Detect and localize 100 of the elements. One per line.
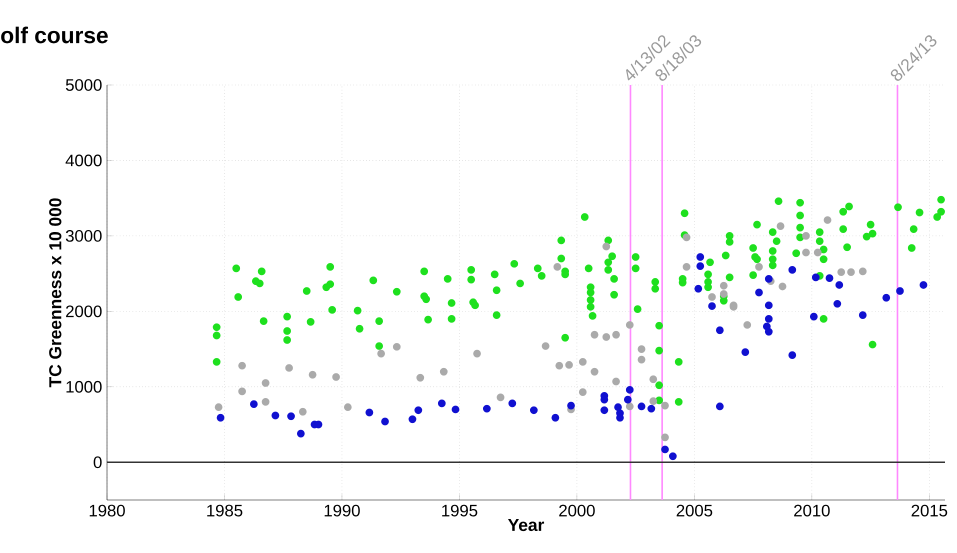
point	[332, 373, 340, 381]
point	[696, 253, 704, 261]
point	[858, 311, 867, 319]
x-tick-label: 2000	[559, 504, 595, 516]
point	[716, 326, 724, 334]
y-tick-label: 3000	[66, 230, 102, 242]
point	[552, 414, 560, 422]
point	[708, 302, 716, 310]
point	[216, 414, 224, 422]
point	[296, 430, 305, 438]
x-tick-label: 2010	[794, 504, 830, 516]
point	[287, 412, 295, 420]
point	[833, 300, 842, 308]
point	[638, 345, 646, 353]
point	[614, 403, 622, 412]
point	[638, 356, 646, 364]
point	[602, 242, 610, 250]
point	[308, 370, 316, 379]
point	[438, 400, 446, 408]
point	[214, 403, 222, 412]
x-tick-label: 2005	[676, 504, 712, 516]
x-tick-label: 2015	[912, 504, 948, 516]
point	[682, 234, 690, 242]
point	[649, 375, 658, 384]
point	[624, 396, 632, 404]
point	[250, 400, 258, 408]
x-tick-label: 1985	[207, 504, 242, 516]
point	[668, 452, 677, 460]
point	[626, 386, 634, 394]
point	[720, 282, 728, 290]
point	[578, 358, 587, 366]
y-tick-label: 4000	[66, 154, 102, 166]
point	[612, 330, 620, 339]
point	[708, 293, 716, 301]
point	[810, 312, 818, 321]
point	[473, 350, 481, 358]
x-axis-title: Year	[508, 518, 544, 532]
point	[578, 388, 587, 396]
point	[565, 361, 573, 369]
point	[638, 402, 646, 410]
y-tick-label: 1000	[66, 380, 102, 393]
point	[778, 282, 786, 290]
point	[496, 394, 504, 402]
point	[661, 402, 669, 410]
point	[555, 362, 564, 370]
point	[858, 267, 867, 276]
point	[612, 378, 620, 386]
point	[802, 232, 810, 240]
point	[824, 216, 832, 224]
point	[764, 275, 773, 283]
point	[682, 262, 690, 271]
point	[802, 248, 810, 256]
point	[661, 433, 669, 442]
point	[567, 402, 575, 410]
point	[440, 368, 448, 376]
point	[416, 374, 424, 382]
point	[743, 321, 752, 329]
point	[716, 402, 724, 410]
point	[600, 406, 608, 414]
point	[298, 408, 307, 416]
point	[590, 368, 598, 376]
point	[377, 350, 385, 358]
point	[414, 406, 422, 414]
point	[602, 333, 610, 341]
point	[553, 262, 562, 271]
point	[776, 222, 784, 230]
point	[482, 404, 491, 413]
point	[238, 362, 246, 370]
point	[508, 400, 516, 408]
point	[649, 397, 658, 406]
point	[238, 387, 246, 396]
point	[837, 268, 846, 276]
chart-title: olf course	[1, 26, 108, 44]
x-tick-label: 1990	[324, 504, 360, 516]
point	[920, 281, 928, 289]
point	[720, 290, 728, 298]
point	[896, 287, 904, 295]
point	[755, 288, 763, 296]
point	[626, 402, 634, 410]
point	[452, 406, 460, 414]
y-tick-label: 2000	[66, 305, 102, 318]
x-tick-label: 1995	[442, 504, 478, 516]
y-tick-label: 0	[94, 456, 102, 468]
point	[530, 406, 538, 414]
point	[764, 328, 773, 336]
point	[262, 379, 270, 387]
point	[812, 274, 820, 282]
point	[285, 364, 293, 372]
point	[741, 348, 750, 356]
point	[408, 415, 416, 424]
point	[764, 315, 773, 323]
point	[626, 321, 634, 329]
y-tick-label: 5000	[66, 79, 102, 91]
x-tick-label: 1980	[90, 504, 125, 516]
point	[788, 351, 796, 359]
point	[381, 418, 389, 426]
point	[272, 412, 280, 420]
point	[344, 403, 352, 412]
point	[882, 294, 890, 302]
point	[262, 398, 270, 406]
